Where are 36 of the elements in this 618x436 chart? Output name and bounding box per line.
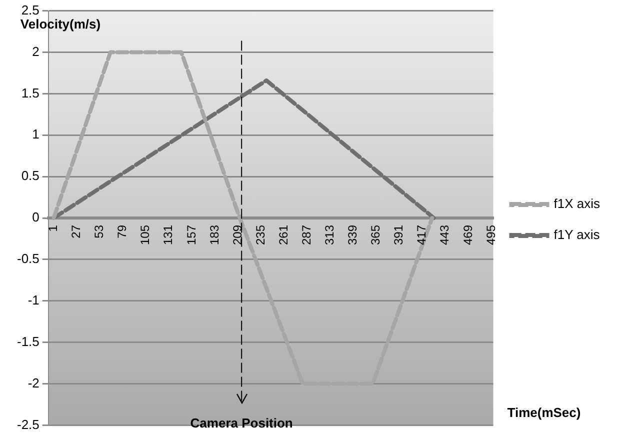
x-tick-label: 287 — [299, 224, 314, 246]
x-axis-title: Time(mSec) — [507, 404, 581, 420]
x-tick-label: 157 — [184, 224, 198, 246]
y-tick-label: 2.5 — [21, 2, 40, 18]
y-tick-label: -1.5 — [16, 334, 40, 349]
x-tick-label: 495 — [484, 224, 498, 246]
x-tick-label: 183 — [207, 224, 222, 246]
x-tick-label: 391 — [392, 224, 406, 246]
x-tick-label: 261 — [276, 224, 290, 246]
ref-line-label: Camera Position — [190, 415, 293, 430]
y-tick-label: -2.5 — [16, 416, 40, 432]
x-tick-label: 365 — [368, 224, 383, 246]
legend-label: f1X axis — [554, 196, 600, 212]
y-tick-label: 2 — [32, 44, 40, 59]
y-tick-label: -0.5 — [16, 251, 40, 266]
y-tick-label: 1.5 — [21, 85, 40, 100]
x-tick-label: 79 — [115, 224, 130, 238]
y-tick-label: -2 — [28, 375, 40, 390]
y-tick-label: -1 — [28, 292, 40, 308]
x-tick-label: 469 — [460, 224, 475, 246]
x-tick-label: 131 — [161, 224, 176, 246]
x-tick-label: 313 — [322, 224, 337, 246]
y-axis-title: Velocity(m/s) — [20, 16, 101, 32]
x-tick-label: 27 — [69, 224, 84, 238]
y-tick-label: 0.5 — [21, 168, 40, 184]
legend-label: f1Y axis — [554, 227, 600, 242]
y-tick-label: 0 — [32, 210, 40, 225]
x-tick-label: 417 — [414, 224, 429, 246]
x-tick-label: 53 — [92, 224, 106, 238]
x-tick-label: 235 — [253, 224, 268, 246]
y-tick-label: 1 — [32, 126, 40, 142]
x-tick-label: 443 — [438, 224, 452, 246]
x-tick-label: 209 — [230, 224, 244, 246]
x-tick-label: 105 — [138, 224, 152, 246]
x-tick-label: 339 — [346, 224, 360, 246]
x-tick-label: 1 — [46, 224, 60, 232]
